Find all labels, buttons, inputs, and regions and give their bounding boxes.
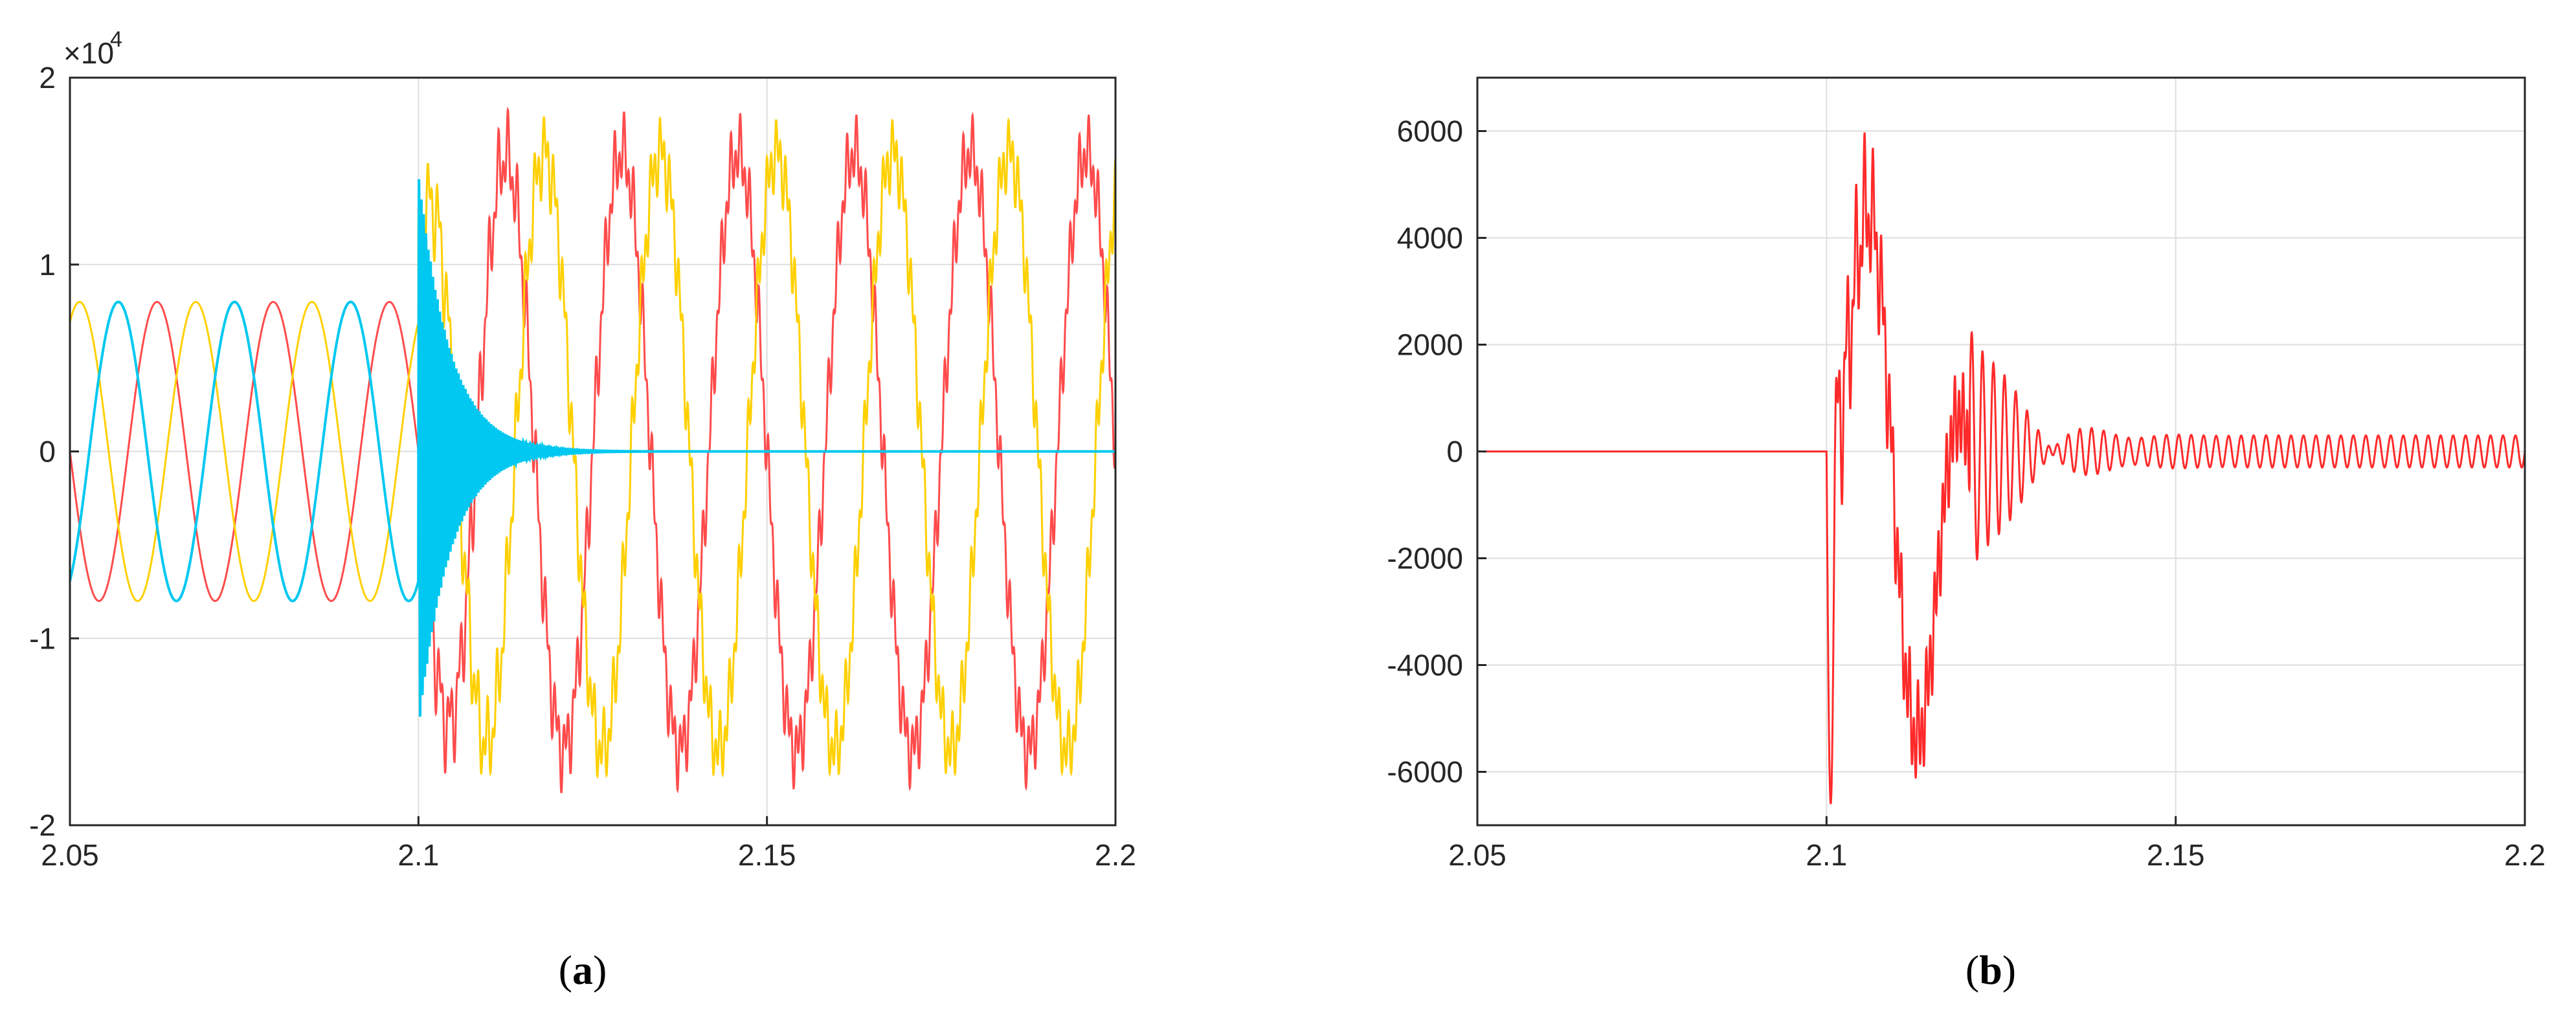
chart-panel-a: 2.05 2.1 2.15 2.2 -2 -1 0 1 2 ×10 4: [29, 27, 1136, 872]
b-x-tick-label: 2.2: [2504, 838, 2546, 872]
chart-panel-b: 2.05 2.1 2.15 2.2 6000 4000 2000 0 -2000 -4000 -60…: [1387, 76, 2546, 872]
b-y-tick-label: -6000: [1387, 755, 1463, 789]
a-y-tick-label: 0: [39, 435, 56, 469]
series-group-a: [69, 106, 1117, 794]
a-x-tick-label: 2.15: [738, 838, 796, 872]
b-y-tick-label: 0: [1446, 435, 1463, 469]
caption-b: (b): [1966, 947, 2016, 993]
b-x-tick-label: 2.15: [2147, 838, 2205, 872]
caption-a: (a): [559, 947, 607, 993]
a-y-tick-label: 2: [39, 61, 56, 94]
tick-labels-b: 2.05 2.1 2.15 2.2 6000 4000 2000 0 -2000 -4000 -60…: [1387, 115, 2546, 872]
tick-labels-a: 2.05 2.1 2.15 2.2 -2 -1 0 1 2: [29, 61, 1136, 872]
b-y-tick-label: 2000: [1397, 328, 1463, 362]
b-y-tick-label: 6000: [1397, 115, 1463, 148]
a-x-tick-label: 2.1: [398, 838, 439, 872]
a-y-tick-label: -1: [29, 621, 56, 655]
a-x-tick-label: 2.2: [1095, 838, 1136, 872]
b-x-tick-label: 2.05: [1448, 838, 1506, 872]
series-line-b-1: [1477, 132, 2526, 805]
b-y-tick-label: -2000: [1387, 542, 1463, 575]
b-y-tick-label: 4000: [1397, 221, 1463, 255]
y-exponent-label-a: ×10: [63, 36, 114, 70]
a-x-tick-label: 2.05: [41, 838, 99, 872]
a-y-tick-label: 1: [39, 248, 56, 282]
series-line-a-2: [69, 115, 1117, 779]
b-y-tick-label: -4000: [1387, 649, 1463, 682]
b-x-tick-label: 2.1: [1806, 838, 1847, 872]
series-line-a-3: [69, 179, 1115, 717]
a-y-tick-label: -2: [29, 808, 56, 842]
y-exponent-power-a: 4: [110, 27, 122, 52]
series-group-b: [1477, 132, 2526, 805]
